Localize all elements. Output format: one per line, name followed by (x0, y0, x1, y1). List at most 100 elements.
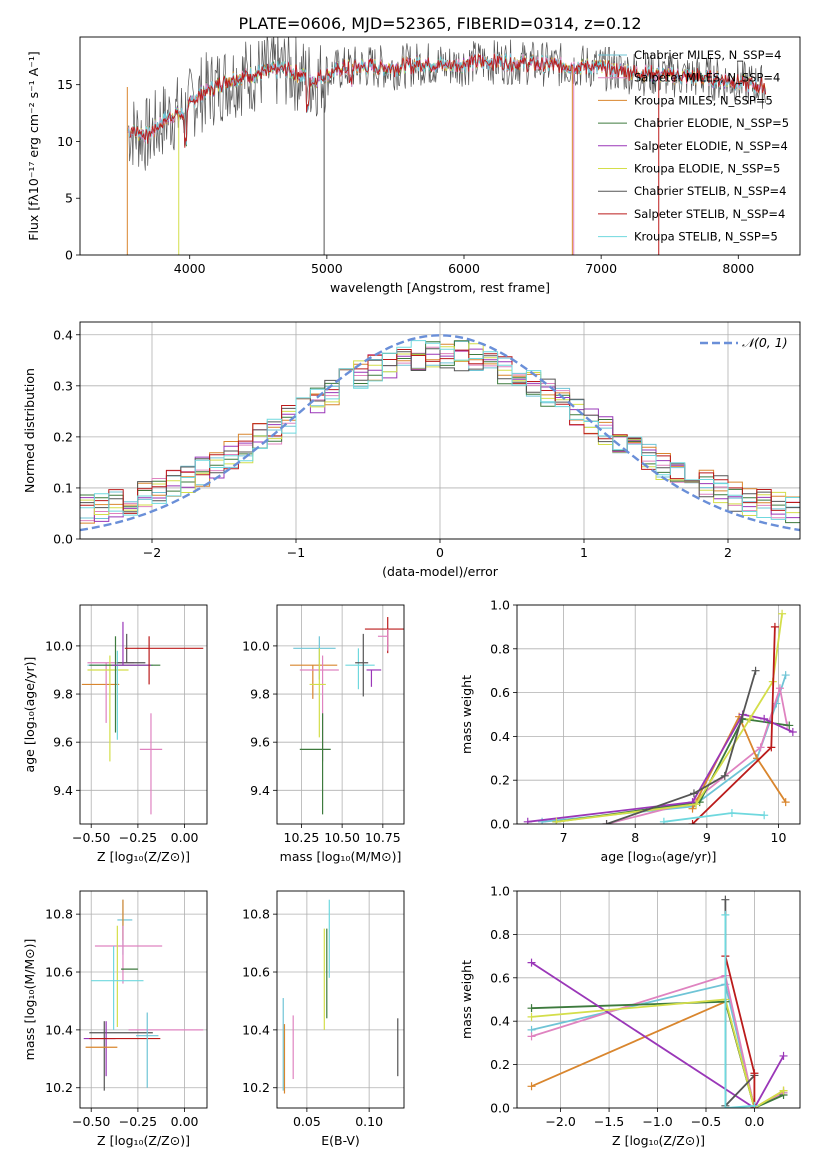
x-tick-label: 10.50 (324, 830, 360, 845)
axes-frame (79, 890, 208, 1109)
y-tick-label: 10.8 (45, 907, 73, 922)
y-tick-label: 9.8 (53, 687, 73, 702)
y-tick-label: 10.6 (45, 965, 73, 980)
x-tick-label: 2 (724, 545, 732, 560)
mass-weight-line (542, 674, 787, 823)
mass-weight-marker (721, 910, 730, 919)
y-tick-label: 1.0 (490, 598, 510, 613)
mass-weight-line (556, 613, 783, 823)
y-tick-label: 10.2 (242, 1080, 270, 1095)
x-tick-label: 0.00 (171, 830, 199, 845)
x-axis-label: wavelength [Angstrom, rest frame] (330, 280, 550, 295)
mass-weight-marker (750, 1069, 759, 1078)
y-tick-label: 10.0 (45, 638, 73, 653)
y-tick-label: 10.4 (242, 1022, 270, 1037)
x-tick-label: 0.00 (171, 1114, 199, 1129)
x-axis-label: Z [log₁₀(Z/Z⊙)] (612, 1133, 705, 1148)
figure-title: PLATE=0606, MJD=52365, FIBERID=0314, z=0… (238, 14, 641, 33)
y-tick-label: 1.0 (490, 884, 510, 899)
y-tick-label: 0.0 (490, 1101, 510, 1116)
x-axis-label: Z [log₁₀(Z/Z⊙)] (97, 1133, 190, 1148)
x-tick-label: 4000 (174, 261, 206, 276)
mass-weight-marker (688, 820, 697, 824)
x-tick-label: 10 (771, 830, 787, 845)
mass-weight-marker (602, 820, 611, 824)
mass-weight-marker (659, 817, 668, 824)
mass-weight-marker (721, 1104, 730, 1108)
x-tick-label: −0.25 (119, 1114, 157, 1129)
x-tick-label: 6000 (448, 261, 480, 276)
y-tick-label: 0.3 (53, 378, 73, 393)
legend-label: Salpeter ELODIE, N_SSP=4 (634, 139, 788, 153)
mass-weight-line (724, 914, 755, 1108)
panel-weight-vs-Z: −2.0 −1.5 −1.0 −0.5 0.0 0.0 0.2 0.4 0.6 0.8 1.0 Z [… (459, 884, 801, 1148)
mass-weight-marker (751, 666, 760, 675)
mass-weight-marker (779, 1051, 788, 1060)
panel-spectrum: 4000 5000 6000 7000 8000 0 5 10 15 wavelength [An… (26, 36, 801, 295)
mass-weight-marker (781, 671, 790, 680)
plot-area (523, 609, 797, 824)
mass-weight-marker (552, 817, 561, 824)
axes-frame (79, 36, 801, 256)
mass-weight-marker (760, 714, 769, 723)
residual-histogram (80, 349, 800, 514)
y-tick-label: 10.6 (242, 965, 270, 980)
axes-frame (79, 321, 801, 540)
plot-area (527, 895, 788, 1108)
x-tick-label: 1 (580, 545, 588, 560)
mass-weight-marker (527, 958, 536, 967)
x-tick-label: −0.50 (72, 830, 110, 845)
residual-histogram (80, 340, 800, 520)
axes-frame (79, 604, 208, 825)
y-tick-label: 0.0 (490, 817, 510, 832)
panel-age-vs-Z: −0.50 −0.25 0.00 9.4 9.6 9.8 10.0 Z [log₁₀(Z/Z⊙… (22, 604, 208, 864)
plot-area (126, 37, 767, 255)
y-tick-label: 10.8 (242, 907, 270, 922)
mass-weight-line (531, 974, 784, 1108)
y-tick-label: 9.6 (250, 735, 270, 750)
mass-weight-marker (527, 1012, 536, 1021)
mass-weight-marker (781, 798, 790, 807)
y-tick-label: 5 (65, 191, 73, 206)
panel-mass-vs-EBV: 0.05 0.10 10.2 10.4 10.6 10.8 E(B-V) (242, 890, 405, 1148)
panel-residuals: −2 −1 0 1 2 0.0 0.1 0.2 0.3 0.4 (data-model)/error… (22, 321, 801, 579)
mass-weight-marker (527, 1004, 536, 1013)
legend-label: Chabrier ELODIE, N_SSP=5 (634, 116, 789, 130)
y-tick-label: 0.8 (490, 927, 510, 942)
spectrum-legend: Chabrier MILES, N_SSP=4 Salpeter MILES, N… (598, 48, 789, 244)
plot-area (80, 334, 800, 532)
y-tick-label: 9.4 (53, 783, 73, 798)
plot-area (282, 899, 399, 1094)
x-tick-label: 0 (436, 545, 444, 560)
x-axis-label: (data-model)/error (382, 564, 499, 579)
mass-weight-marker (527, 1082, 536, 1091)
x-tick-label: −0.25 (119, 830, 157, 845)
legend-label: Chabrier STELIB, N_SSP=4 (634, 184, 786, 198)
x-tick-label: 7000 (585, 261, 617, 276)
mass-weight-marker (788, 728, 797, 737)
mass-weight-marker (760, 811, 769, 820)
mass-weight-marker (745, 714, 754, 723)
x-tick-label: 0.05 (293, 1114, 321, 1129)
y-tick-label: 10 (57, 134, 73, 149)
x-tick-label: −1 (287, 545, 305, 560)
mass-weight-marker (775, 684, 784, 693)
y-axis-label: mass weight (459, 960, 474, 1039)
mass-weight-marker (721, 895, 730, 904)
x-axis-label: E(B-V) (321, 1133, 360, 1148)
x-tick-label: 10.75 (365, 830, 401, 845)
y-tick-label: 0.1 (53, 480, 73, 495)
y-tick-label: 0.6 (490, 970, 510, 985)
mass-weight-marker (689, 789, 698, 798)
y-tick-label: 0.2 (490, 773, 510, 788)
y-tick-label: 0 (65, 248, 73, 263)
y-tick-label: 0.4 (53, 327, 73, 342)
legend-label: Kroupa ELODIE, N_SSP=5 (634, 162, 780, 176)
panel-age-vs-mass: 10.25 10.50 10.75 9.4 9.6 9.8 10.0 mass [log₁₀(… (242, 604, 405, 864)
y-tick-label: 15 (57, 77, 73, 92)
x-tick-label: −2 (143, 545, 161, 560)
legend-label: Salpeter STELIB, N_SSP=4 (634, 207, 785, 221)
y-tick-label: 10.2 (45, 1080, 73, 1095)
x-tick-label: −1.0 (642, 1114, 672, 1129)
mass-weight-marker (785, 721, 794, 730)
